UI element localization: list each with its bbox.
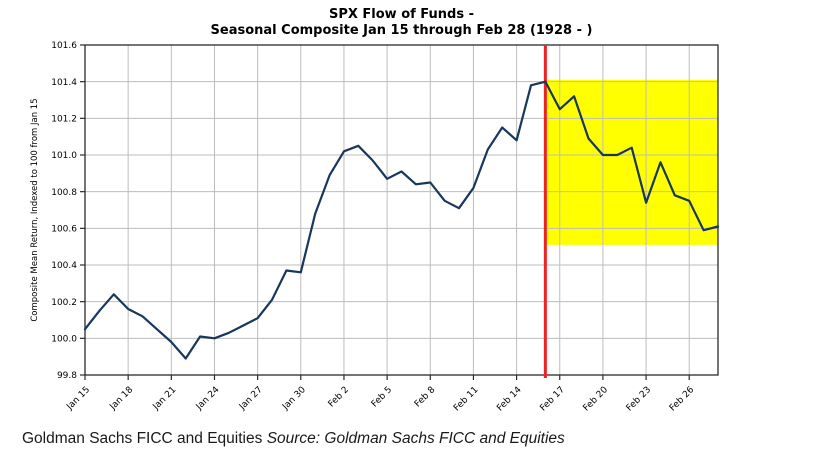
x-tick-label: Jan 21 <box>151 385 179 413</box>
x-tick-label: Jan 18 <box>108 385 136 413</box>
x-tick-label: Jan 27 <box>237 385 265 413</box>
x-tick-label: Feb 8 <box>413 385 438 410</box>
source-text-regular: Goldman Sachs FICC and Equities <box>22 430 263 447</box>
y-tick-label: 101.4 <box>51 78 77 88</box>
y-tick-label: 101.0 <box>51 151 77 161</box>
y-tick-label: 100.8 <box>51 188 77 198</box>
chart-source-caption: Goldman Sachs FICC and Equities Source: … <box>22 430 565 448</box>
plot-border <box>84 44 719 376</box>
x-tick-label: Feb 26 <box>668 385 697 414</box>
x-tick-label: Feb 14 <box>495 385 524 414</box>
series-line <box>83 80 720 360</box>
x-tick-label: Feb 20 <box>582 385 611 414</box>
x-tick-label: Feb 17 <box>538 385 566 413</box>
x-tick-label: Jan 15 <box>64 385 92 413</box>
x-tick-label: Feb 23 <box>625 385 653 413</box>
chart-title-line2: Seasonal Composite Jan 15 through Feb 28… <box>210 23 593 38</box>
y-tick-label: 100.0 <box>51 335 77 345</box>
y-tick-label: 99.8 <box>57 371 77 381</box>
chart-title-line1: SPX Flow of Funds - <box>328 7 475 22</box>
y-axis-title: Composite Mean Return, Indexed to 100 fr… <box>30 98 40 321</box>
y-tick-label: 100.4 <box>51 261 77 271</box>
x-tick-label: Jan 24 <box>194 385 222 413</box>
x-tick-label: Feb 5 <box>370 385 394 409</box>
x-tick-label: Feb 2 <box>327 385 351 409</box>
chart-canvas: 99.8 100.0 100.2 100.4 100.6 100.8 101.0 101.2 1… <box>30 41 720 414</box>
y-tick-label: 100.6 <box>51 225 77 235</box>
y-tick-label: 101.2 <box>51 115 77 125</box>
x-tick-label: Jan 30 <box>280 385 308 413</box>
source-text-italic: Source: Goldman Sachs FICC and Equities <box>266 430 565 447</box>
y-tick-label: 101.6 <box>51 41 77 51</box>
yellow-highlight-region <box>545 79 718 245</box>
x-tick-label: Feb 11 <box>452 385 480 413</box>
y-tick-label: 100.2 <box>51 298 77 308</box>
